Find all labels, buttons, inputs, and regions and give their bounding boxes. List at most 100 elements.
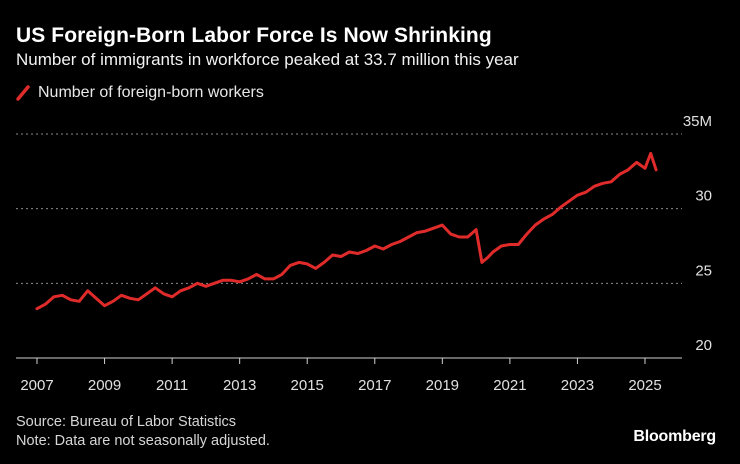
- legend-label: Number of foreign-born workers: [38, 84, 264, 101]
- data-note: Note: Data are not seasonally adjusted.: [16, 433, 270, 449]
- data-point: [485, 256, 489, 260]
- data-point: [187, 286, 191, 290]
- data-point: [550, 213, 554, 216]
- source-note: Source: Bureau of Labor Statistics: [16, 414, 237, 430]
- data-point: [480, 261, 484, 264]
- data-point: [238, 280, 241, 284]
- data-point: [246, 277, 250, 281]
- data-point: [533, 223, 537, 227]
- data-point: [491, 250, 495, 254]
- x-tick-label: 2013: [223, 377, 256, 394]
- data-point: [654, 168, 658, 172]
- data-point: [365, 249, 368, 252]
- data-point: [229, 279, 233, 282]
- y-tick-label: 35M: [683, 113, 712, 130]
- data-point: [213, 282, 216, 285]
- data-point: [145, 292, 149, 296]
- series-layer: [35, 151, 658, 311]
- data-point: [153, 286, 157, 290]
- data-point: [77, 299, 81, 303]
- data-point: [94, 296, 98, 300]
- data-point: [474, 228, 478, 231]
- data-point: [297, 261, 301, 264]
- data-point: [567, 199, 571, 203]
- y-tick-label: 25: [695, 262, 712, 279]
- data-point: [584, 190, 588, 194]
- data-point: [415, 231, 419, 234]
- data-point: [61, 293, 64, 297]
- data-point: [466, 235, 469, 239]
- data-point: [86, 289, 89, 293]
- data-point: [44, 302, 47, 306]
- x-tick-label: 2019: [426, 377, 459, 394]
- x-tick-label: 2017: [358, 377, 391, 394]
- data-point: [272, 277, 275, 281]
- data-point: [626, 168, 630, 172]
- data-point: [170, 295, 174, 299]
- data-point: [398, 240, 402, 243]
- data-point: [618, 173, 621, 176]
- x-tick-label: 2023: [561, 377, 594, 394]
- data-point: [457, 235, 461, 239]
- footer-notes: Source: Bureau of Labor Statistics Note:…: [16, 413, 270, 451]
- data-point: [137, 298, 140, 302]
- data-point: [263, 277, 267, 281]
- data-point: [179, 289, 182, 293]
- data-point: [525, 232, 529, 236]
- data-point: [314, 267, 317, 270]
- data-point: [373, 244, 377, 248]
- data-point: [331, 253, 334, 257]
- x-tick-label: 2009: [88, 377, 121, 394]
- data-point: [517, 243, 520, 246]
- chart-subtitle: Number of immigrants in workforce peaked…: [16, 50, 519, 69]
- data-point: [601, 181, 605, 185]
- x-tick-label: 2007: [20, 377, 53, 394]
- data-point: [559, 205, 562, 209]
- data-point: [381, 247, 385, 251]
- y-tick-label: 30: [695, 188, 712, 205]
- bloomberg-logo: Bloomberg: [633, 428, 716, 445]
- data-point: [508, 243, 512, 246]
- data-point: [305, 262, 309, 266]
- data-point: [424, 229, 427, 233]
- data-point: [390, 243, 393, 246]
- data-point: [500, 244, 503, 248]
- grid-layer: [16, 133, 682, 284]
- x-tick-label: 2021: [493, 377, 526, 394]
- data-point: [111, 299, 115, 303]
- data-point: [52, 295, 56, 299]
- data-point: [280, 273, 284, 276]
- data-point: [35, 307, 39, 311]
- x-tick-label: 2015: [291, 377, 324, 394]
- data-point: [255, 273, 258, 276]
- data-point: [204, 285, 208, 288]
- data-point: [542, 217, 545, 221]
- data-point: [289, 264, 292, 267]
- data-point: [441, 223, 444, 227]
- data-point: [221, 279, 225, 282]
- x-tick-label: 2011: [156, 377, 188, 394]
- data-point: [407, 235, 410, 239]
- data-point: [322, 261, 326, 264]
- data-point: [356, 252, 360, 255]
- chart-title: US Foreign-Born Labor Force Is Now Shrin…: [16, 24, 492, 47]
- data-point: [635, 161, 638, 164]
- data-point: [128, 296, 132, 300]
- data-point: [162, 292, 165, 296]
- data-point: [120, 293, 123, 297]
- data-point: [449, 232, 453, 236]
- data-point: [196, 282, 199, 285]
- y-tick-label: 20: [695, 337, 712, 354]
- data-point: [432, 226, 436, 230]
- x-tick-label: 2025: [628, 377, 661, 394]
- data-point: [609, 180, 613, 184]
- data-point: [643, 167, 647, 170]
- data-point: [103, 304, 106, 308]
- data-point: [593, 184, 596, 188]
- data-point: [339, 255, 343, 258]
- data-point: [576, 193, 579, 197]
- x-axis: [16, 357, 682, 364]
- data-point: [649, 152, 653, 155]
